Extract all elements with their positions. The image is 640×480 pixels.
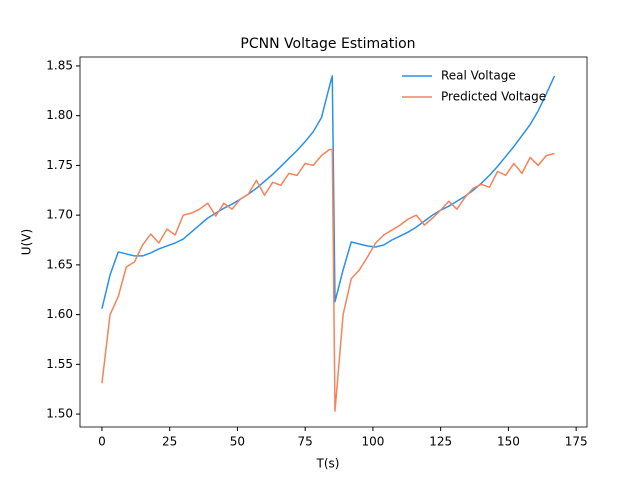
- line-series: [101, 148, 555, 412]
- y-axis-label: U(V): [20, 229, 34, 255]
- y-tick-label: 1.60: [46, 307, 73, 321]
- x-tick-label: 0: [98, 435, 106, 449]
- x-tick-label: 25: [162, 435, 177, 449]
- y-tick-label: 1.70: [46, 208, 73, 222]
- y-tick-label: 1.85: [46, 58, 73, 72]
- x-tick-label: 150: [497, 435, 520, 449]
- x-tick-label: 50: [230, 435, 245, 449]
- y-tick-label: 1.75: [46, 158, 73, 172]
- y-tick-label: 1.80: [46, 108, 73, 122]
- x-tick-label: 125: [429, 435, 452, 449]
- y-tick-label: 1.55: [46, 357, 73, 371]
- x-tick-label: 175: [565, 435, 588, 449]
- y-tick-label: 1.50: [46, 407, 73, 421]
- plot-frame: [79, 56, 588, 428]
- chart-title: PCNN Voltage Estimation: [240, 36, 415, 52]
- legend-label: Real Voltage: [441, 69, 516, 83]
- x-tick-label: 100: [361, 435, 384, 449]
- x-axis-label: T(s): [316, 457, 340, 471]
- x-tick-label: 75: [298, 435, 313, 449]
- legend-label: Predicted Voltage: [441, 90, 546, 104]
- y-tick-label: 1.65: [46, 257, 73, 271]
